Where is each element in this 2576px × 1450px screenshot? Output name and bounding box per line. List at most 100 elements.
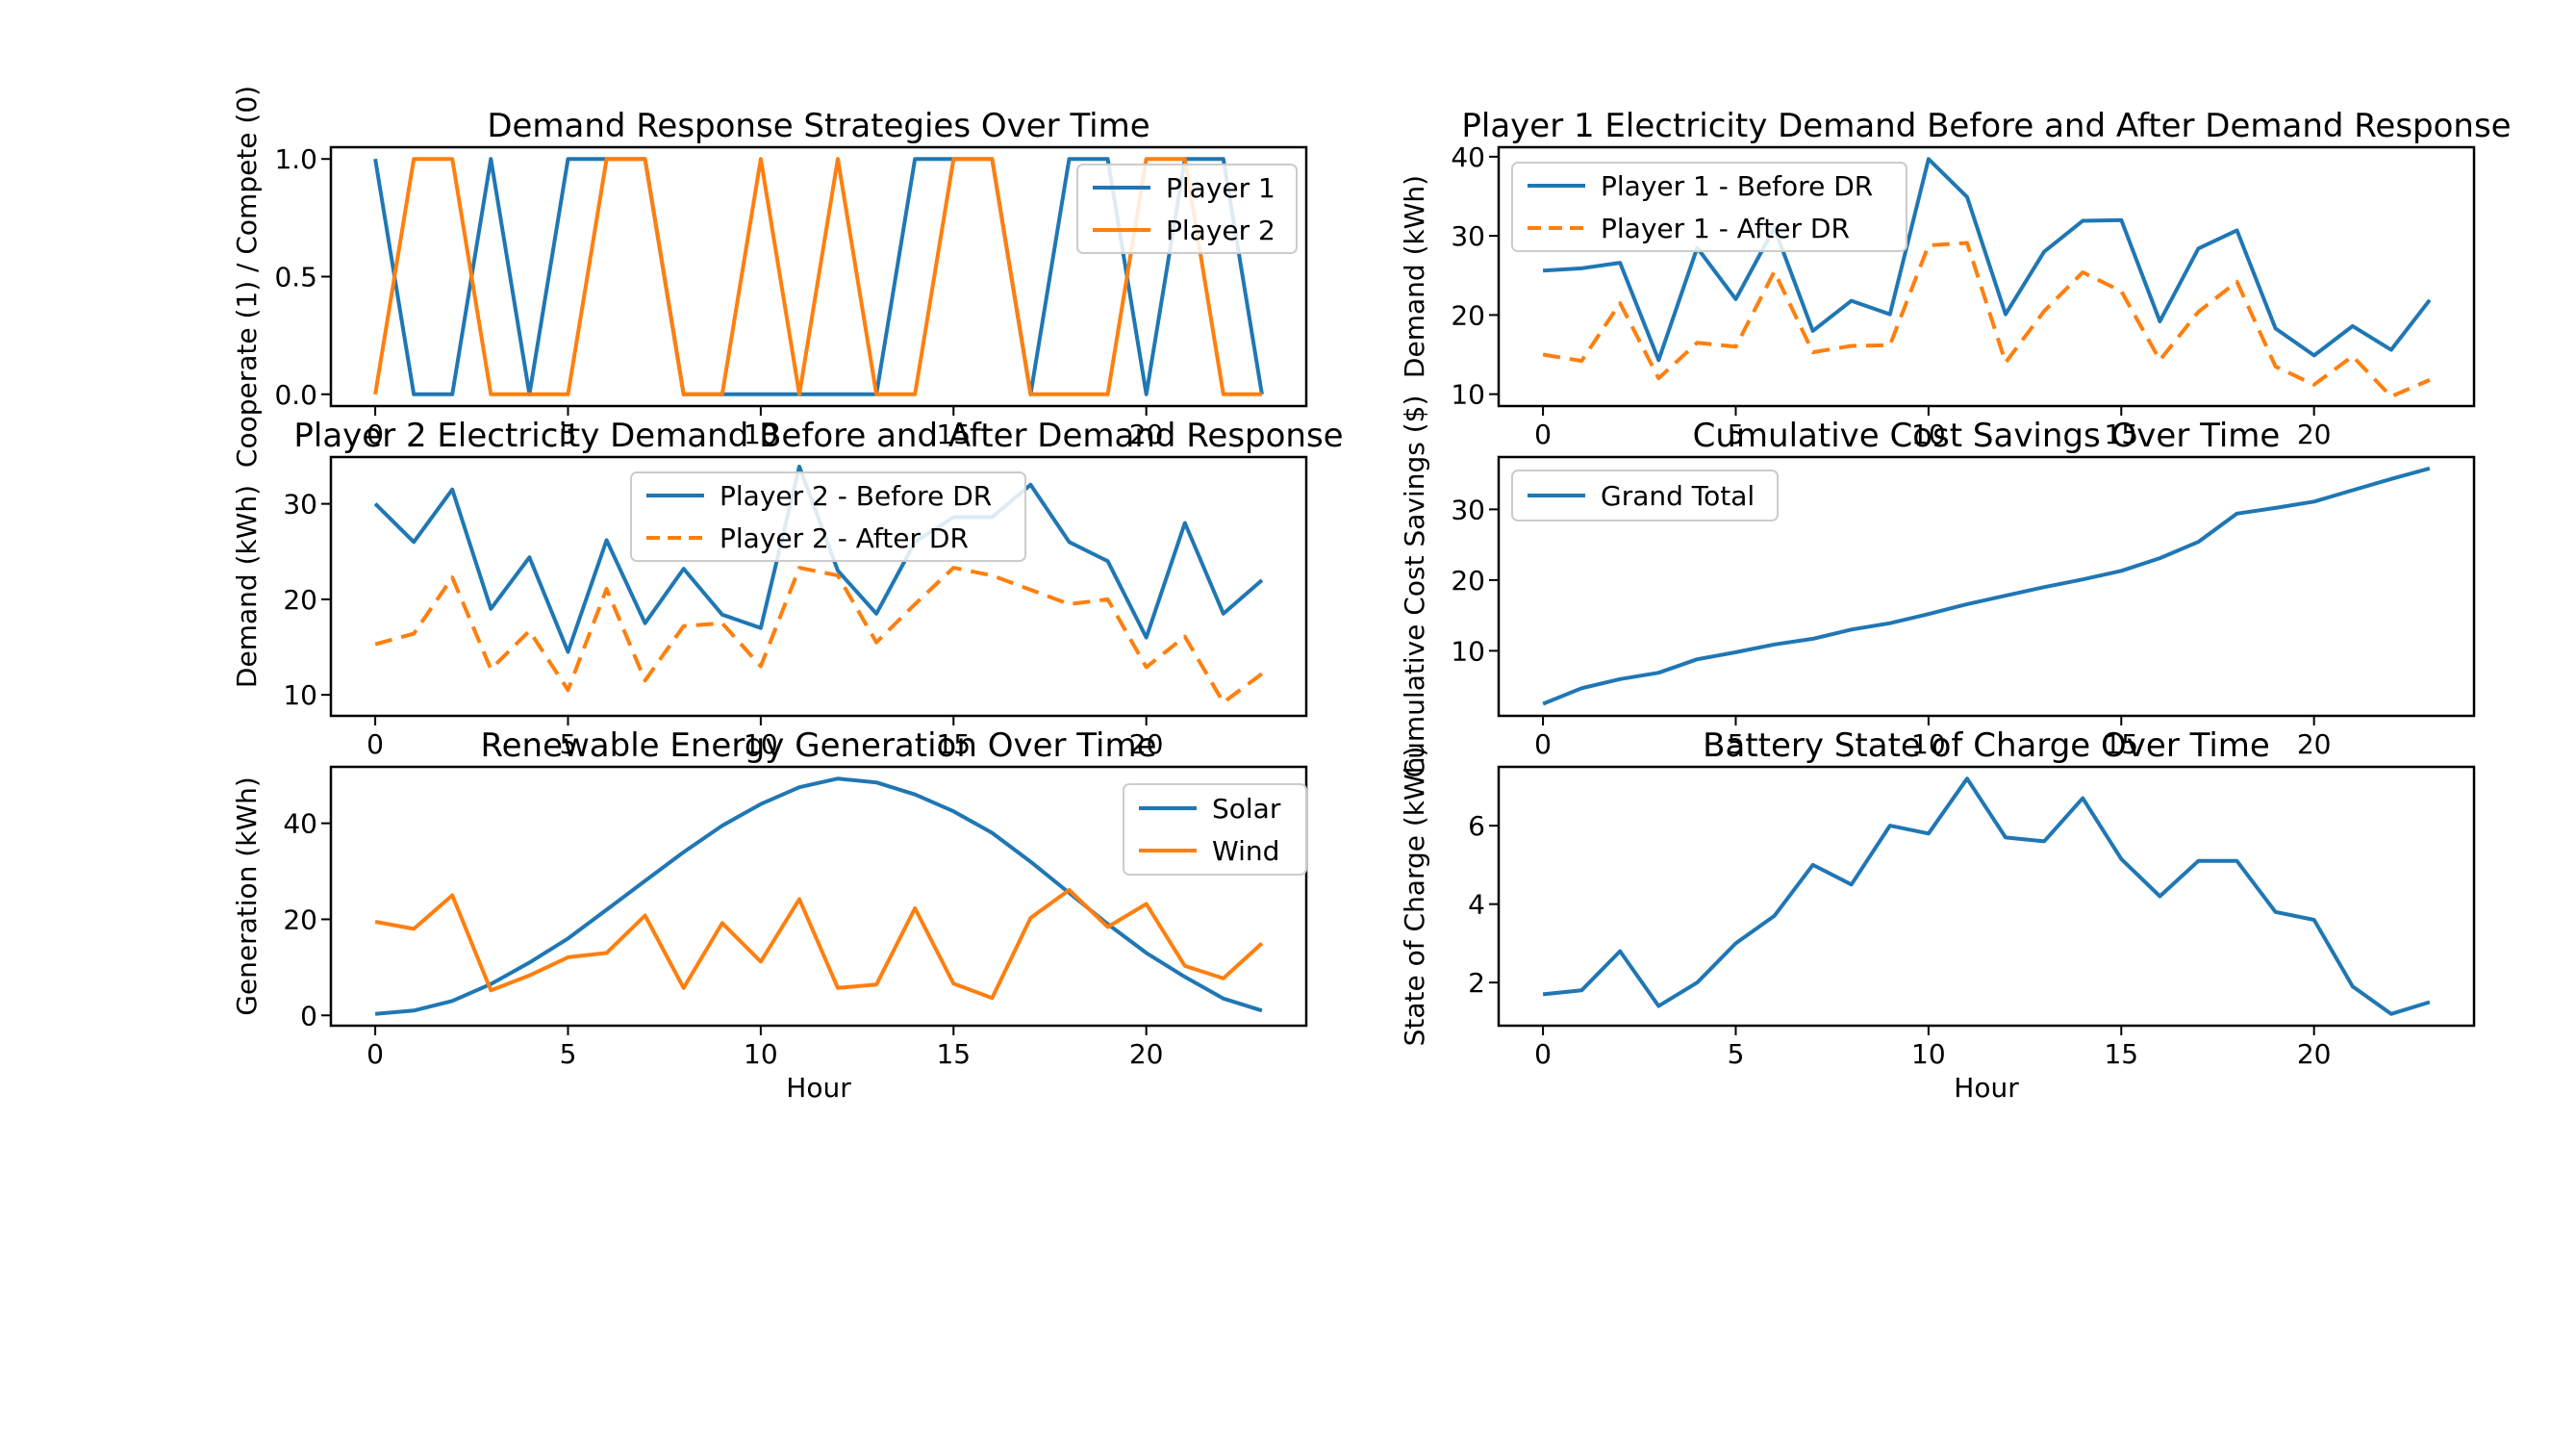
axes-frame — [1497, 145, 2476, 408]
x-tick-label: 5 — [560, 1038, 577, 1070]
y-axis-label: Generation (kWh) — [231, 776, 263, 1016]
chart-2: Player 1 Electricity Demand Before and A… — [1399, 107, 2512, 450]
legend: Grand Total — [1511, 470, 1779, 521]
x-tick-label: 15 — [936, 728, 971, 760]
legend: Player 2 - Before DR Player 2 - After DR — [630, 471, 1026, 562]
legend-box — [1511, 470, 1779, 521]
chart-title: Demand Response Strategies Over Time — [487, 107, 1149, 145]
x-tick-label: 5 — [1728, 728, 1745, 760]
y-axis-label: Cooperate (1) / Compete (0) — [231, 86, 263, 468]
y-tick-label: 6 — [1468, 810, 1485, 842]
x-tick-label: 20 — [1129, 1038, 1164, 1070]
x-tick-label: 0 — [366, 1038, 384, 1070]
x-tick-label: 10 — [744, 419, 778, 450]
legend-label: Player 2 — [1166, 215, 1275, 246]
series-line-player-1-after-dr — [1542, 241, 2431, 399]
chart-title: Player 2 Electricity Demand Before and A… — [293, 417, 1343, 455]
x-tick-label: 0 — [1534, 728, 1552, 760]
x-tick-label: 20 — [2297, 728, 2332, 760]
chart-title: Renewable Energy Generation Over Time — [481, 726, 1157, 765]
legend-label: Player 1 - After DR — [1601, 213, 1850, 244]
y-tick-label: 10 — [1451, 635, 1485, 667]
y-tick-label: 30 — [283, 489, 317, 521]
legend: Solar Wind — [1123, 783, 1307, 876]
legend-label: Player 1 — [1166, 172, 1275, 204]
x-tick-label: 5 — [560, 419, 577, 450]
x-tick-label: 0 — [366, 728, 384, 760]
legend-label: Player 2 - After DR — [720, 522, 969, 554]
x-tick-label: 10 — [1911, 1038, 1946, 1070]
y-axis-label: Cumulative Cost Savings ($) — [1399, 395, 1430, 778]
x-tick-label: 5 — [1728, 1038, 1745, 1070]
legend-box — [630, 471, 1026, 562]
series-line-player-2-after-dr — [374, 566, 1264, 705]
series-line-grand-total — [1542, 466, 2431, 706]
axes-frame — [329, 765, 1308, 1028]
x-axis-label: Hour — [786, 1072, 851, 1104]
x-tick-label: 10 — [1911, 728, 1946, 760]
legend-label: Wind — [1212, 835, 1279, 867]
series-line-player-2 — [373, 157, 1262, 396]
y-tick-label: 30 — [1451, 220, 1485, 252]
axes-frame — [329, 455, 1308, 718]
axes-frame — [1497, 765, 2476, 1028]
x-tick-label: 20 — [1129, 419, 1164, 450]
series-line-solar — [374, 776, 1263, 1016]
series-line-state-of-charge — [1542, 776, 2431, 1016]
chart-5: Renewable Energy Generation Over Time Gen… — [231, 726, 1308, 1104]
axes-frame — [329, 145, 1308, 408]
y-tick-label: 20 — [1451, 565, 1485, 597]
y-axis-label: Demand (kWh) — [231, 485, 263, 688]
x-tick-label: 20 — [2297, 419, 2332, 450]
x-tick-label: 20 — [2297, 1038, 2332, 1070]
x-tick-label: 15 — [2104, 419, 2138, 450]
y-tick-label: 0 — [300, 1000, 317, 1031]
x-tick-label: 15 — [936, 1038, 971, 1070]
x-tick-label: 10 — [744, 1038, 778, 1070]
x-tick-label: 15 — [2104, 1038, 2138, 1070]
x-tick-label: 0 — [366, 419, 384, 450]
x-axis-label: Hour — [1954, 1072, 2019, 1104]
x-tick-label: 10 — [744, 728, 778, 760]
chart-1: Demand Response Strategies Over Time Coop… — [231, 86, 1308, 468]
series-line-wind — [374, 888, 1264, 1001]
y-tick-label: 1.0 — [274, 143, 317, 175]
y-tick-label: 20 — [283, 903, 317, 935]
y-tick-label: 10 — [283, 679, 317, 711]
y-tick-label: 40 — [283, 808, 317, 840]
axes-frame — [1497, 455, 2476, 718]
chart-title: Cumulative Cost Savings Over Time — [1693, 417, 2281, 455]
legend-label: Player 1 - Before DR — [1601, 170, 1873, 202]
y-tick-label: 40 — [1451, 141, 1485, 173]
legend-box — [1511, 162, 1907, 252]
x-tick-label: 0 — [1534, 1038, 1552, 1070]
y-tick-label: 4 — [1468, 889, 1485, 921]
y-tick-label: 20 — [1451, 299, 1485, 331]
legend-label: Grand Total — [1601, 480, 1755, 512]
x-tick-label: 15 — [936, 419, 971, 450]
y-axis-label: State of Charge (kWh) — [1399, 747, 1430, 1047]
y-tick-label: 2 — [1468, 967, 1485, 999]
legend-label: Player 2 - Before DR — [720, 480, 992, 512]
y-tick-label: 30 — [1451, 494, 1485, 525]
x-tick-label: 5 — [560, 728, 577, 760]
y-tick-label: 0.5 — [274, 262, 317, 293]
chart-3: Player 2 Electricity Demand Before and A… — [231, 417, 1344, 760]
y-tick-label: 20 — [283, 584, 317, 616]
y-tick-label: 0.0 — [274, 379, 317, 411]
legend-label: Solar — [1212, 793, 1281, 825]
chart-6: Battery State of Charge Over Time State o… — [1399, 726, 2476, 1104]
x-tick-label: 10 — [1911, 419, 1946, 450]
y-tick-label: 10 — [1451, 379, 1485, 411]
legend: Player 1 - Before DR Player 1 - After DR — [1511, 162, 1907, 252]
x-tick-label: 5 — [1728, 419, 1745, 450]
chart-title: Player 1 Electricity Demand Before and A… — [1461, 107, 2511, 145]
legend: Player 1 Player 2 — [1076, 164, 1298, 254]
x-tick-label: 0 — [1534, 419, 1552, 450]
y-axis-label: Demand (kWh) — [1399, 175, 1430, 378]
x-tick-label: 20 — [1129, 728, 1164, 760]
x-tick-label: 15 — [2104, 728, 2138, 760]
series-line-player-1-before-dr — [1542, 157, 2432, 363]
